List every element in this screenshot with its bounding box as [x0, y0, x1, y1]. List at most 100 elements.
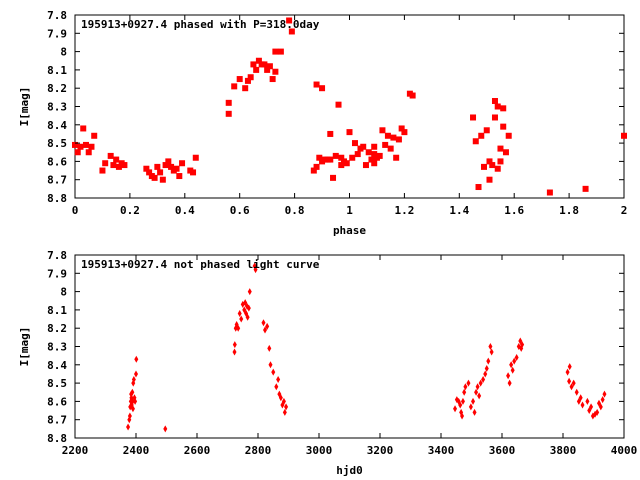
data-point	[483, 127, 490, 134]
phased-plot-title: 195913+0927.4 phased with P=318.0day	[81, 18, 320, 31]
data-point	[371, 151, 378, 158]
data-point	[99, 167, 106, 174]
data-point	[390, 134, 397, 141]
x-tick-label: 1.6	[504, 204, 524, 217]
data-point	[474, 388, 479, 396]
data-point	[595, 408, 600, 416]
data-point	[546, 189, 553, 196]
data-point	[486, 357, 491, 365]
data-point	[365, 149, 372, 156]
data-point	[261, 319, 266, 327]
data-point	[453, 405, 458, 413]
data-point	[507, 379, 512, 387]
y-tick-label: 8.6	[47, 395, 67, 408]
data-point	[316, 154, 323, 161]
data-point	[351, 140, 358, 147]
data-point	[266, 63, 273, 70]
data-point	[338, 162, 345, 169]
unphased-data-points	[126, 262, 607, 433]
x-tick-label: 2400	[123, 444, 150, 457]
data-point	[569, 383, 574, 391]
x-tick-label: 2200	[62, 444, 89, 457]
data-point	[470, 114, 477, 121]
data-point	[134, 355, 139, 363]
data-point	[232, 341, 237, 349]
x-tick-label: 3200	[367, 444, 394, 457]
data-point	[255, 57, 262, 64]
y-tick-label: 7.9	[47, 267, 67, 280]
data-point	[379, 127, 386, 134]
data-point	[338, 154, 345, 161]
data-point	[263, 326, 268, 334]
unphased-x-ticks: 2200 2400 2600 2800 3000 3200 3400 3600 3800 4000	[62, 255, 637, 457]
data-point	[488, 343, 493, 350]
data-point	[376, 152, 383, 159]
phased-y-ticks: 7.8 7.9 8 8.1 8.2 8.3 8.4 8.5 8.6 8.7 8.8	[47, 9, 624, 205]
data-point	[179, 160, 186, 167]
data-point	[253, 266, 258, 274]
y-tick-label: 8.8	[47, 432, 67, 445]
data-point	[143, 165, 150, 172]
data-point	[565, 368, 570, 376]
data-point	[489, 162, 496, 169]
data-point	[267, 344, 272, 352]
data-point	[268, 361, 273, 369]
data-point	[310, 167, 317, 174]
data-point	[151, 174, 158, 181]
data-point	[237, 310, 242, 318]
data-point	[463, 383, 468, 391]
data-point	[265, 322, 270, 330]
y-tick-label: 8.2	[47, 82, 67, 95]
data-point	[247, 288, 252, 296]
data-point	[110, 162, 117, 169]
data-point	[500, 123, 507, 130]
data-point	[130, 388, 135, 396]
unphased-plot-title: 195913+0927.4 not phased light curve	[81, 258, 320, 271]
x-tick-label: 0.8	[285, 204, 305, 217]
data-point	[242, 85, 249, 92]
data-point	[133, 397, 138, 405]
y-tick-label: 8.5	[47, 137, 67, 150]
data-point	[168, 163, 175, 170]
data-point	[115, 163, 122, 170]
x-tick-label: 1	[346, 204, 353, 217]
data-point	[497, 158, 504, 165]
data-point	[393, 154, 400, 161]
y-tick-label: 8.3	[47, 341, 67, 354]
phased-x-axis-label: phase	[333, 224, 366, 237]
data-point	[246, 304, 251, 312]
data-point	[478, 132, 485, 139]
data-point	[192, 154, 199, 161]
data-point	[113, 156, 120, 163]
x-tick-label: 0	[72, 204, 79, 217]
data-point	[491, 98, 498, 105]
data-point	[475, 184, 482, 191]
data-point	[253, 66, 260, 73]
data-point	[460, 397, 465, 405]
data-point	[580, 401, 585, 409]
y-tick-label: 8.5	[47, 377, 67, 390]
x-tick-label: 1.4	[449, 204, 469, 217]
data-point	[276, 375, 281, 383]
data-point	[282, 408, 287, 416]
data-point	[74, 149, 81, 156]
data-point	[225, 110, 232, 117]
phased-light-curve-panel: 0 0.2 0.4 0.6 0.8 1 1.2 1.4 1.6 1.8 2 7.8 7.9 8 8.1 8.…	[18, 9, 627, 237]
data-point	[472, 408, 477, 416]
data-point	[602, 390, 607, 398]
data-point	[349, 154, 356, 161]
data-point	[107, 152, 114, 159]
data-point	[130, 405, 135, 413]
y-tick-label: 8.2	[47, 322, 67, 335]
data-point	[126, 423, 131, 431]
data-point	[236, 76, 243, 83]
data-point	[121, 162, 128, 169]
data-point	[500, 105, 507, 112]
data-point	[475, 383, 480, 391]
data-point	[486, 176, 493, 183]
data-point	[272, 68, 279, 75]
data-point	[343, 160, 350, 167]
data-point	[520, 341, 525, 349]
x-tick-label: 3400	[428, 444, 455, 457]
